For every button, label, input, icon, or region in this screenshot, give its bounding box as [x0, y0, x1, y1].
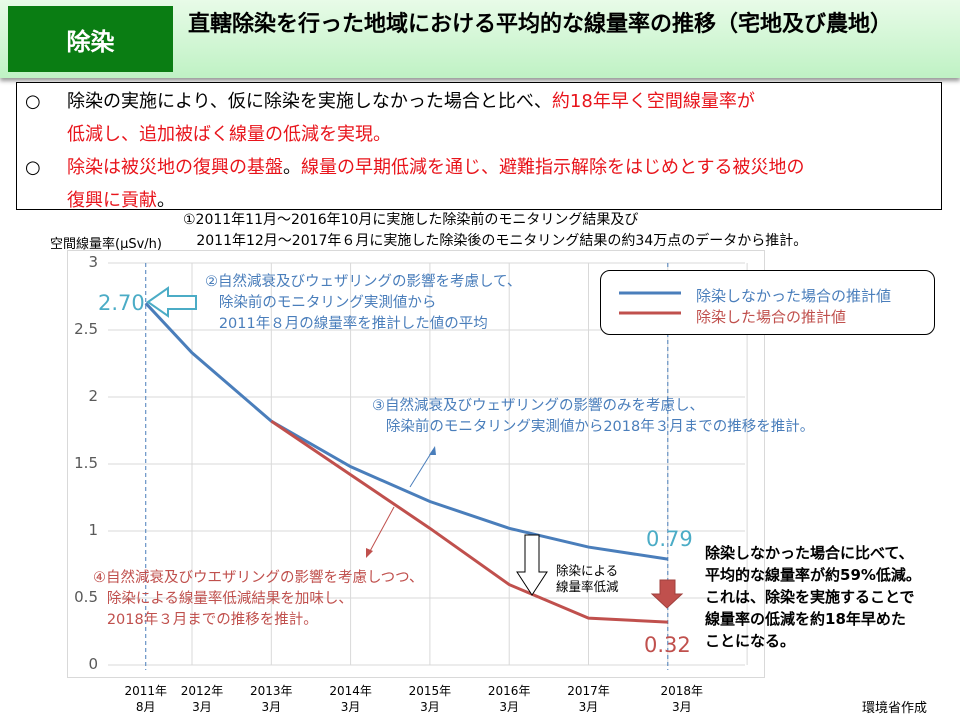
summary-highlight: 低減し、追加被ばく線量の低減を実現	[67, 124, 373, 145]
y-tick-label: 2.5	[74, 320, 98, 338]
x-tick-label: 2014年 3月	[329, 684, 372, 714]
bullet: ○	[25, 157, 41, 178]
summary-text: 。	[283, 157, 301, 178]
summary-highlight: 線量の早期低減を通じ、避難指示解除をはじめとする被災地の	[301, 157, 805, 178]
conclusion-text: 除染しなかった場合に比べて、 平均的な線量率が約59%低減。 これは、除染を実施…	[705, 544, 921, 650]
end-value-blue-label: 0.79	[646, 527, 693, 551]
legend-item-no-decon: 除染しなかった場合の推計値	[696, 287, 892, 305]
credit: 環境省作成	[862, 701, 928, 716]
bullet: ○	[25, 91, 41, 112]
summary-box: ○ 除染の実施により、仮に除染を実施しなかった場合と比べ、約18年早く空間線量率が…	[16, 82, 942, 211]
x-tick-label: 2016年 3月	[487, 684, 531, 714]
y-tick-label: 3	[88, 253, 98, 271]
summary-highlight: 除染は被災地の復興の基盤	[67, 157, 283, 178]
reduction-label: 除染による 線量率低減	[556, 563, 619, 594]
end-value-red-label: 0.32	[644, 633, 691, 657]
y-tick-label: 1.5	[74, 454, 98, 472]
data-source-note: ①2011年11月～2016年10月に実施した除染前のモニタリング結果及び 20…	[183, 212, 808, 249]
summary-text: 。	[373, 124, 391, 145]
x-tick-label: 2011年 8月	[124, 684, 167, 714]
series-line-1	[270, 419, 668, 624]
y-tick-label: 1	[88, 521, 98, 539]
annotation-4: ④自然減衰及びウエザリングの影響を考慮しつつ、 除染による線量率低減結果を加味し…	[93, 570, 424, 628]
y-axis-label: 空間線量率(μSv/h)	[50, 237, 162, 252]
y-tick-label: 0	[88, 655, 98, 673]
summary-text: 。	[157, 190, 175, 211]
annotation3-pointer	[409, 449, 434, 488]
legend: 除染しなかった場合の推計値 除染した場合の推計値	[600, 270, 935, 335]
reduction-arrow-icon	[516, 534, 548, 596]
x-tick-label: 2015年 3月	[408, 684, 452, 714]
summary-highlight: 約18年早く空間線量率が	[551, 91, 755, 112]
x-tick-label: 2012年 3月	[180, 684, 224, 714]
x-tick-label: 2013年 3月	[250, 684, 293, 714]
x-tick-label: 2018年 3月	[660, 684, 704, 714]
annotation-2: ②自然減衰及びウェザリングの影響を考慮して、 除染前のモニタリング実測値から 2…	[205, 274, 522, 332]
annotation4-pointer	[368, 506, 395, 554]
y-tick-label: 2	[88, 387, 98, 405]
legend-item-decon: 除染した場合の推計値	[696, 308, 847, 326]
annotation-3: ③自然減衰及びウェザリングの影響のみを考慮し、 除染前のモニタリング実測値から2…	[372, 398, 815, 435]
down-arrow-icon	[650, 579, 684, 609]
y-tick-label: 0.5	[74, 588, 98, 606]
section-tag: 除染	[8, 6, 173, 72]
summary-text: 除染の実施により、仮に除染を実施しなかった場合と比べ、	[67, 91, 552, 112]
start-value-label: 2.70	[98, 291, 145, 315]
summary-highlight: 復興に貢献	[67, 190, 157, 211]
arrowhead-icon	[429, 446, 436, 455]
x-tick-label: 2017年 3月	[567, 684, 610, 714]
arrowhead-icon	[366, 548, 373, 558]
page-title: 直轄除染を行った地域における平均的な線量率の推移（宅地及び農地）	[188, 12, 893, 37]
series-line-0	[144, 302, 669, 561]
chart-area	[67, 250, 765, 678]
start-value-arrow-icon	[146, 286, 197, 318]
